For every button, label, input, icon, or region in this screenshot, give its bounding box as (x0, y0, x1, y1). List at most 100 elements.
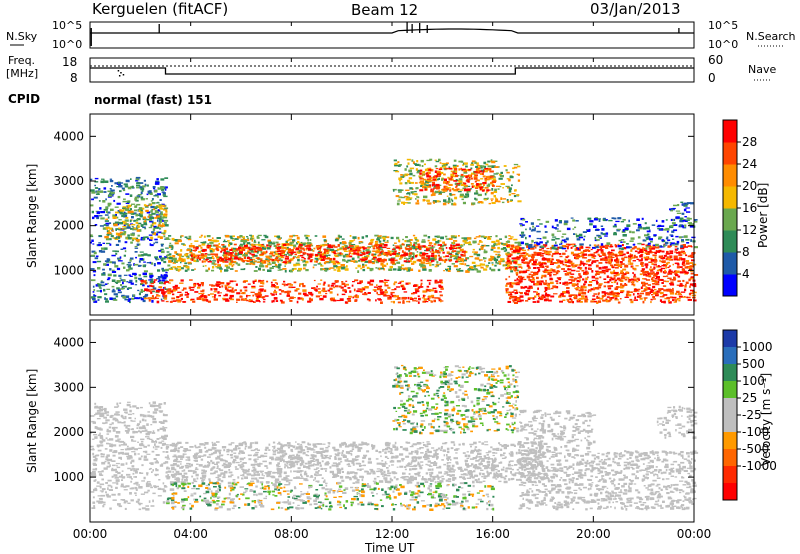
echo-cell (167, 238, 171, 240)
echo-cell (420, 261, 426, 264)
echo-cell (348, 252, 351, 254)
echo-cell (409, 252, 413, 255)
echo-cell (222, 254, 224, 256)
echo-cell (668, 269, 672, 271)
echo-cell (588, 267, 592, 270)
echo-cell (474, 197, 477, 200)
echo-cell (349, 235, 352, 237)
echo-cell (287, 251, 290, 254)
echo-cell (513, 195, 517, 198)
echo-cell (666, 288, 669, 292)
echo-cell (451, 255, 457, 257)
echo-cell (232, 261, 235, 263)
echo-cell (258, 291, 261, 294)
echo-cell (135, 239, 140, 242)
echo-cell (628, 257, 630, 260)
echo-cell (669, 208, 672, 211)
echo-cell (111, 270, 117, 273)
echo-cell (121, 232, 125, 236)
echo-cell (313, 287, 316, 290)
echo-cell (427, 247, 431, 250)
echo-cell (600, 247, 602, 250)
echo-cell (508, 261, 513, 264)
echo-cell (536, 292, 540, 296)
echo-cell (450, 254, 452, 258)
echo-cell (673, 270, 677, 273)
echo-cell (150, 291, 153, 294)
echo-cell (456, 258, 459, 261)
echo-cell (299, 244, 302, 246)
echo-cell (583, 263, 585, 267)
echo-cell (292, 241, 294, 244)
echo-cell (459, 269, 464, 272)
echo-cell (583, 283, 586, 286)
echo-cell (669, 296, 673, 299)
echo-cell (357, 282, 362, 285)
echo-cell (410, 239, 413, 241)
echo-cell (390, 301, 393, 303)
echo-cell (519, 281, 522, 284)
echo-cell (398, 239, 401, 242)
echo-cell (140, 455, 143, 458)
echo-cell (91, 198, 94, 201)
echo-cell (407, 296, 410, 300)
echo-cell (136, 186, 140, 189)
echo-cell (168, 235, 172, 237)
echo-cell (153, 242, 155, 245)
echo-cell (265, 258, 268, 261)
echo-cell (654, 246, 660, 249)
echo-cell (426, 289, 430, 291)
echo-cell (201, 243, 206, 246)
echo-cell (384, 282, 386, 285)
echo-cell (303, 260, 306, 263)
echo-cell (312, 250, 315, 252)
echo-cell (282, 243, 287, 246)
echo-cell (438, 177, 440, 180)
echo-cell (325, 261, 328, 263)
echo-cell (253, 250, 256, 253)
echo-cell (475, 171, 481, 174)
echo-cell (398, 247, 403, 250)
echo-cell (670, 281, 674, 284)
echo-cell (147, 237, 150, 240)
echo-cell (371, 261, 375, 263)
echo-cell (487, 165, 492, 168)
echo-cell (493, 250, 497, 253)
echo-cell (125, 295, 130, 298)
echo-cell (535, 245, 539, 247)
echo-cell (254, 239, 256, 242)
echo-cell (152, 232, 156, 234)
echo-cell (650, 266, 652, 268)
echo-cell (585, 270, 588, 272)
echo-cell (523, 262, 525, 264)
echo-cell (386, 236, 390, 239)
echo-cell (284, 243, 287, 245)
echo-cell (171, 290, 173, 293)
echo-cell (624, 256, 628, 259)
echo-cell (454, 256, 457, 259)
echo-cell (601, 253, 604, 256)
echo-cell (655, 243, 659, 247)
echo-cell (571, 264, 574, 266)
echo-cell (493, 190, 498, 193)
echo-cell (104, 180, 109, 183)
echo-cell (453, 168, 458, 171)
echo-cell (578, 236, 584, 239)
echo-cell (90, 189, 95, 192)
echo-cell (677, 275, 681, 278)
echo-cell (470, 172, 476, 175)
echo-cell (351, 257, 355, 260)
echo-cell (680, 291, 686, 293)
echo-cell (686, 296, 688, 299)
echo-cell (586, 229, 591, 232)
echo-cell (547, 286, 551, 288)
echo-cell (469, 266, 474, 269)
echo-cell (497, 188, 500, 190)
echo-cell (607, 268, 610, 271)
echo-cell (131, 213, 133, 215)
echo-cell (343, 256, 346, 258)
echo-cell (376, 249, 380, 252)
echo-cell (395, 195, 400, 198)
echo-cell (398, 258, 402, 260)
echo-cell (613, 296, 616, 298)
